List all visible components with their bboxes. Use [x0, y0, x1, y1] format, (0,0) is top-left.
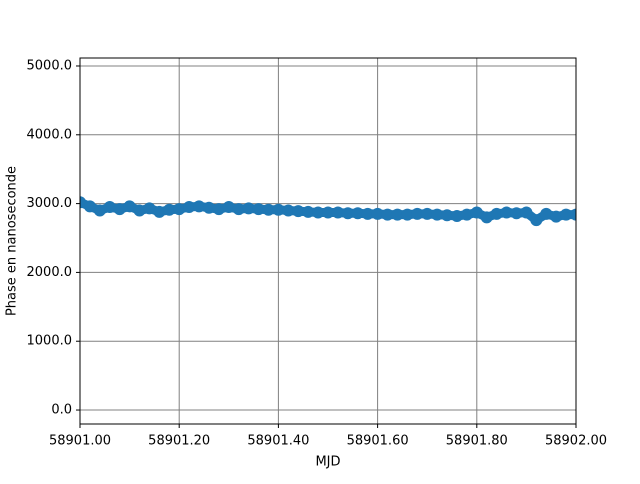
- point: [371, 207, 384, 220]
- point: [530, 214, 543, 227]
- point: [550, 210, 563, 223]
- y-axis-label: Phase en nanoseconde: [5, 166, 20, 316]
- point: [212, 203, 225, 216]
- point: [262, 203, 275, 216]
- point: [411, 207, 424, 220]
- point: [282, 204, 295, 217]
- y-tick-label: 1000.0: [27, 334, 73, 349]
- x-tick-label: 58901.80: [446, 434, 508, 449]
- x-axis-label: MJD: [315, 455, 340, 470]
- point: [500, 206, 513, 219]
- point: [450, 209, 463, 222]
- point: [272, 203, 285, 216]
- y-tick-label: 5000.0: [27, 58, 73, 73]
- point: [381, 208, 394, 221]
- point: [341, 207, 354, 220]
- point: [292, 205, 305, 218]
- point: [401, 208, 414, 221]
- point: [103, 201, 116, 214]
- point: [302, 205, 315, 218]
- point: [232, 203, 245, 216]
- point: [331, 206, 344, 219]
- point: [421, 207, 434, 220]
- y-tick-label: 2000.0: [27, 265, 73, 280]
- point: [441, 209, 454, 222]
- point: [193, 200, 206, 213]
- point: [520, 206, 533, 219]
- x-tick-label: 58901.60: [347, 434, 409, 449]
- point: [460, 208, 473, 221]
- point: [202, 201, 215, 214]
- point: [252, 203, 265, 216]
- x-tick-label: 58901.40: [247, 434, 309, 449]
- point: [222, 201, 235, 214]
- point: [560, 208, 573, 221]
- point: [173, 203, 186, 216]
- point: [163, 203, 176, 216]
- point: [242, 202, 255, 215]
- point: [510, 207, 523, 220]
- point: [361, 207, 374, 220]
- point: [83, 200, 96, 213]
- point: [351, 207, 364, 220]
- x-tick-label: 58901.00: [49, 434, 111, 449]
- point: [490, 207, 503, 220]
- point: [183, 201, 196, 214]
- point: [431, 208, 444, 221]
- point: [133, 204, 146, 217]
- point: [391, 208, 404, 221]
- point: [153, 205, 166, 218]
- point: [143, 202, 156, 215]
- x-tick-label: 58902.00: [545, 434, 607, 449]
- point: [540, 207, 553, 220]
- point: [312, 206, 325, 219]
- point: [123, 200, 136, 213]
- x-tick-label: 58901.20: [148, 434, 210, 449]
- y-tick-label: 3000.0: [27, 196, 73, 211]
- point: [322, 206, 334, 219]
- plot-frame: [79, 57, 577, 425]
- y-tick-label: 4000.0: [27, 127, 73, 142]
- point: [470, 206, 483, 219]
- point: [480, 211, 493, 224]
- y-tick-label: 0.0: [51, 403, 72, 418]
- point: [113, 203, 126, 216]
- point: [570, 208, 576, 221]
- point: [93, 204, 106, 217]
